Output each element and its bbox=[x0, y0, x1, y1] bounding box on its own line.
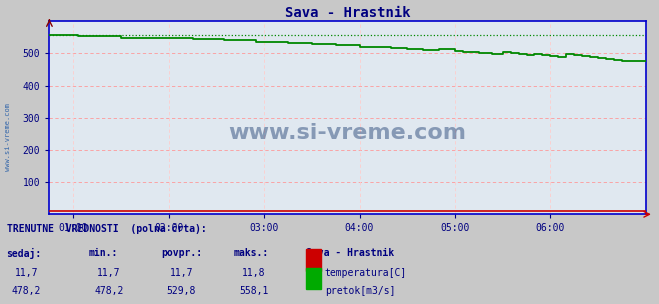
Text: 558,1: 558,1 bbox=[239, 286, 268, 296]
Text: maks.:: maks.: bbox=[234, 248, 269, 258]
Title: Sava - Hrastnik: Sava - Hrastnik bbox=[285, 6, 411, 20]
Text: povpr.:: povpr.: bbox=[161, 248, 202, 258]
Text: pretok[m3/s]: pretok[m3/s] bbox=[325, 286, 395, 296]
Text: www.si-vreme.com: www.si-vreme.com bbox=[229, 123, 467, 143]
Text: 11,7: 11,7 bbox=[97, 268, 121, 278]
Text: 529,8: 529,8 bbox=[167, 286, 196, 296]
Text: min.:: min.: bbox=[89, 248, 119, 258]
Text: 11,7: 11,7 bbox=[14, 268, 38, 278]
Text: 11,7: 11,7 bbox=[169, 268, 193, 278]
Text: 478,2: 478,2 bbox=[94, 286, 123, 296]
Text: Sava - Hrastnik: Sava - Hrastnik bbox=[306, 248, 395, 258]
Text: temperatura[C]: temperatura[C] bbox=[325, 268, 407, 278]
Text: TRENUTNE  VREDNOSTI  (polna črta):: TRENUTNE VREDNOSTI (polna črta): bbox=[7, 223, 206, 234]
Text: 478,2: 478,2 bbox=[12, 286, 41, 296]
Text: www.si-vreme.com: www.si-vreme.com bbox=[5, 103, 11, 171]
Text: sedaj:: sedaj: bbox=[7, 248, 42, 259]
Text: 11,8: 11,8 bbox=[242, 268, 266, 278]
